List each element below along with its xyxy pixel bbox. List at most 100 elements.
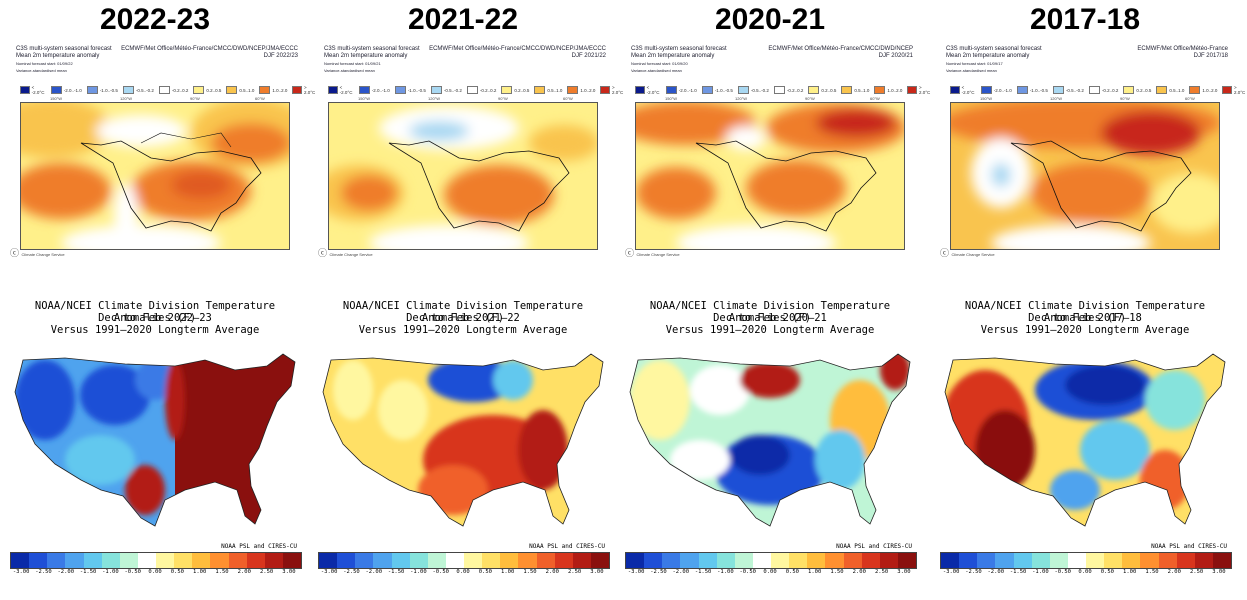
colorbar-segment: [680, 553, 699, 568]
observed-colorbar: [318, 552, 610, 569]
legend-item: 1.0..2.0: [567, 86, 595, 94]
colorbar-tick-label: -1.00: [410, 569, 427, 575]
colorbar-segment: [1158, 553, 1177, 568]
observed-baseline: Versus 1991–2020 Longterm Average: [980, 324, 1190, 336]
colorbar-segment: [11, 553, 30, 568]
forecast-legend: < -2.0°C -2.0..-1.0 -1.0..-0.5 -0.5..-0.2 -0…: [20, 85, 320, 95]
legend-swatch: [980, 86, 992, 94]
colorbar-segment: [210, 553, 229, 568]
legend-swatch: [466, 86, 478, 94]
colorbar-segment: [590, 553, 609, 568]
colorbar-tick-label: -2.50: [343, 569, 360, 575]
legend-label: -0.2..0.2: [786, 87, 804, 93]
legend-item: < -2.0°C: [328, 85, 354, 95]
legend-label: -0.5..-0.2: [750, 87, 769, 93]
forecast-start: Nominal forecast start: 01/09/17: [946, 61, 1003, 66]
observed-map-panel: NOAA/NCEI Climate Division Temperature A…: [5, 300, 305, 600]
observed-colorbar: [940, 552, 1232, 569]
forecast-models: ECMWF/Met Office/Météo-France/CMCC/DWD/N…: [121, 46, 298, 52]
legend-swatch: [1123, 86, 1135, 94]
observed-colorbar-labels: -3.00 -2.50 -2.00 -1.50 -1.00 -0.50 0.00 0.50 1.…: [10, 569, 300, 579]
colorbar-tick-label: 3.00: [590, 569, 604, 575]
legend-item: 0.5..1.0: [534, 86, 562, 94]
forecast-season-tag: DJF 2017/18: [1193, 53, 1228, 59]
legend-label: -2.0..-1.0: [678, 87, 697, 93]
forecast-models: ECMWF/Met Office/Météo-France/CMCC/DWD/N…: [429, 46, 606, 52]
colorbar-segment: [554, 553, 573, 568]
colorbar-tick-label: -2.00: [672, 569, 690, 575]
legend-label: -0.5..-0.2: [1065, 87, 1084, 93]
c3s-logo: ⓒ Climate Change Service: [318, 248, 373, 258]
colorbar-tick-label: -3.00: [12, 569, 30, 575]
observed-title: NOAA/NCEI Climate Division Temperature A…: [34, 300, 276, 324]
legend-item: 0.2..0.5: [1123, 86, 1151, 94]
legend-item: 0.2..0.5: [501, 86, 529, 94]
forecast-legend: < -2.0°C -2.0..-1.0 -1.0..-0.5 -0.5..-0.2 -0…: [328, 85, 628, 95]
observed-colorbar-labels: -3.00 -2.50 -2.00 -1.50 -1.00 -0.50 0.00 0.50 1.…: [940, 569, 1230, 579]
legend-swatch: [501, 86, 513, 94]
legend-label: 0.2..0.5: [1136, 87, 1152, 93]
colorbar-tick-label: 2.00: [852, 569, 866, 575]
legend-label: -2.0..-1.0: [993, 87, 1012, 93]
legend-label: > 2.0°C: [303, 85, 316, 95]
legend-item: 0.5..1.0: [226, 86, 254, 94]
legend-item: -1.0..-0.5: [701, 86, 733, 94]
colorbar-segment: [825, 553, 844, 568]
colorbar-tick-label: 1.00: [193, 569, 207, 575]
colorbar-tick-label: -2.00: [57, 569, 75, 575]
colorbar-segment: [698, 553, 717, 568]
legend-label: 0.5..1.0: [239, 87, 255, 93]
colorbar-segment: [1086, 553, 1105, 568]
forecast-subtitle: Mean 2m temperature anomaly: [631, 53, 715, 59]
legend-label: < -2.0°C: [646, 85, 660, 95]
legend-item: -1.0..-0.5: [394, 86, 426, 94]
colorbar-tick-label: 2.00: [1167, 569, 1181, 575]
legend-label: -0.2..0.2: [171, 87, 189, 93]
colorbar-segment: [409, 553, 428, 568]
colorbar-segment: [29, 553, 48, 568]
colorbar-tick-label: 2.50: [567, 569, 582, 575]
legend-swatch: [874, 86, 886, 94]
colorbar-tick-label: -0.50: [739, 569, 756, 575]
forecast-start: Nominal forecast start: 01/09/20: [631, 61, 688, 66]
forecast-legend: < -2.0°C -2.0..-1.0 -1.0..-0.5 -0.5..-0.2 -0…: [950, 85, 1247, 95]
colorbar-tick-label: -3.00: [627, 569, 645, 575]
colorbar-tick-label: 3.00: [282, 569, 296, 575]
forecast-season-tag: DJF 2020/21: [878, 53, 913, 59]
colorbar-tick-label: 0.50: [478, 569, 492, 575]
colorbar-segment: [977, 553, 996, 568]
colorbar-tick-label: 1.50: [1145, 569, 1159, 575]
colorbar-segment: [1194, 553, 1213, 568]
legend-label: > 2.0°C: [611, 85, 624, 95]
legend-swatch: [193, 86, 205, 94]
legend-item: -0.2..0.2: [466, 86, 497, 94]
colorbar-segment: [879, 553, 898, 568]
legend-label: -0.5..-0.2: [443, 87, 462, 93]
observed-credit: NOAA PSL and CIRES-CU: [529, 543, 605, 550]
colorbar-segment: [941, 553, 960, 568]
colorbar-tick-label: -1.50: [387, 569, 405, 575]
legend-item: > 2.0°C: [1222, 85, 1246, 95]
colorbar-segment: [391, 553, 410, 568]
legend-swatch: [122, 86, 134, 94]
legend-swatch: [665, 86, 677, 94]
forecast-anomaly-map: [328, 102, 598, 250]
forecast-anomaly-map: [950, 102, 1220, 250]
colorbar-segment: [137, 553, 156, 568]
variance-note: Variance-standardised mean: [946, 68, 997, 73]
legend-label: -0.5..-0.2: [135, 87, 154, 93]
observed-credit: NOAA PSL and CIRES-CU: [1151, 543, 1227, 550]
legend-label: -0.2..0.2: [479, 87, 497, 93]
variance-note: Variance-standardised mean: [631, 68, 682, 73]
legend-swatch: [226, 86, 238, 94]
colorbar-segment: [482, 553, 501, 568]
colorbar-segment: [192, 553, 211, 568]
legend-swatch: [950, 86, 960, 94]
colorbar-segment: [771, 553, 790, 568]
colorbar-segment: [373, 553, 392, 568]
forecast-models: ECMWF/Met Office/Météo-France: [1137, 46, 1228, 52]
c3s-logo: ⓒ Climate Change Service: [10, 248, 65, 258]
legend-item: < -2.0°C: [20, 85, 46, 95]
colorbar-segment: [626, 553, 645, 568]
legend-label: 0.2..0.5: [514, 87, 530, 93]
